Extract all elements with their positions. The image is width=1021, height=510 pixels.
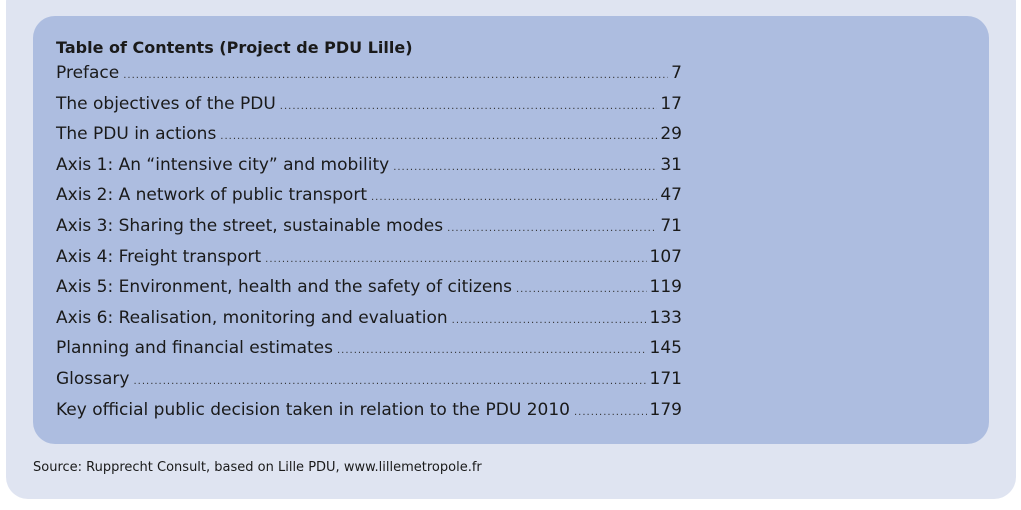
dot-leader xyxy=(337,345,647,356)
toc-entry: Glossary 171 xyxy=(56,369,682,400)
toc-entry: Axis 4: Freight transport 107 xyxy=(56,247,682,278)
toc-entry: Axis 3: Sharing the street, sustainable … xyxy=(56,216,682,247)
toc-entry-page: 29 xyxy=(660,124,682,144)
dot-leader xyxy=(265,254,646,265)
toc-entry-page: 145 xyxy=(650,338,682,358)
dot-leader xyxy=(220,131,657,142)
toc-entry: Axis 1: An “intensive city” and mobility… xyxy=(56,155,682,186)
toc-entry-page: 107 xyxy=(650,247,682,267)
toc-entry-page: 119 xyxy=(650,277,682,297)
toc-entry-page: 171 xyxy=(650,369,682,389)
dot-leader xyxy=(393,162,657,173)
toc-entry-label: Axis 5: Environment, health and the safe… xyxy=(56,277,512,297)
toc-entry-label: Axis 3: Sharing the street, sustainable … xyxy=(56,216,443,236)
toc-entry: Preface 7 xyxy=(56,63,682,94)
toc-entry-label: Preface xyxy=(56,63,119,83)
toc-entry: The objectives of the PDU 17 xyxy=(56,94,682,125)
dot-leader xyxy=(133,376,646,387)
toc-entry-page: 133 xyxy=(650,308,682,328)
toc-entry-label: Key official public decision taken in re… xyxy=(56,400,570,420)
toc-entry: Axis 6: Realisation, monitoring and eval… xyxy=(56,308,682,339)
toc-entry-page: 31 xyxy=(660,155,682,175)
toc-entry-label: Axis 4: Freight transport xyxy=(56,247,261,267)
dot-leader xyxy=(371,192,657,203)
toc-entry-label: The objectives of the PDU xyxy=(56,94,276,114)
toc-entry-label: Axis 6: Realisation, monitoring and eval… xyxy=(56,308,448,328)
toc-entry: Key official public decision taken in re… xyxy=(56,400,682,431)
dot-leader xyxy=(574,407,647,418)
toc-entry-label: Axis 1: An “intensive city” and mobility xyxy=(56,155,389,175)
toc-entry-label: Planning and financial estimates xyxy=(56,338,333,358)
source-note: Source: Rupprecht Consult, based on Lill… xyxy=(33,460,482,475)
toc-entry-page: 17 xyxy=(660,94,682,114)
toc-list: Preface 7 The objectives of the PDU 17 T… xyxy=(56,63,682,430)
toc-entry: Planning and financial estimates 145 xyxy=(56,338,682,369)
toc-entry: The PDU in actions 29 xyxy=(56,124,682,155)
toc-title: Table of Contents (Project de PDU Lille) xyxy=(56,38,413,57)
toc-entry-label: The PDU in actions xyxy=(56,124,216,144)
toc-entry-page: 71 xyxy=(660,216,682,236)
toc-entry-label: Axis 2: A network of public transport xyxy=(56,185,367,205)
toc-entry-page: 179 xyxy=(650,400,682,420)
toc-entry-page: 47 xyxy=(660,185,682,205)
toc-entry-page: 7 xyxy=(671,63,682,83)
dot-leader xyxy=(123,70,668,81)
toc-entry: Axis 5: Environment, health and the safe… xyxy=(56,277,682,308)
dot-leader xyxy=(447,223,657,234)
toc-entry: Axis 2: A network of public transport 47 xyxy=(56,185,682,216)
dot-leader xyxy=(516,284,647,295)
dot-leader xyxy=(452,315,647,326)
dot-leader xyxy=(280,101,658,112)
toc-entry-label: Glossary xyxy=(56,369,129,389)
